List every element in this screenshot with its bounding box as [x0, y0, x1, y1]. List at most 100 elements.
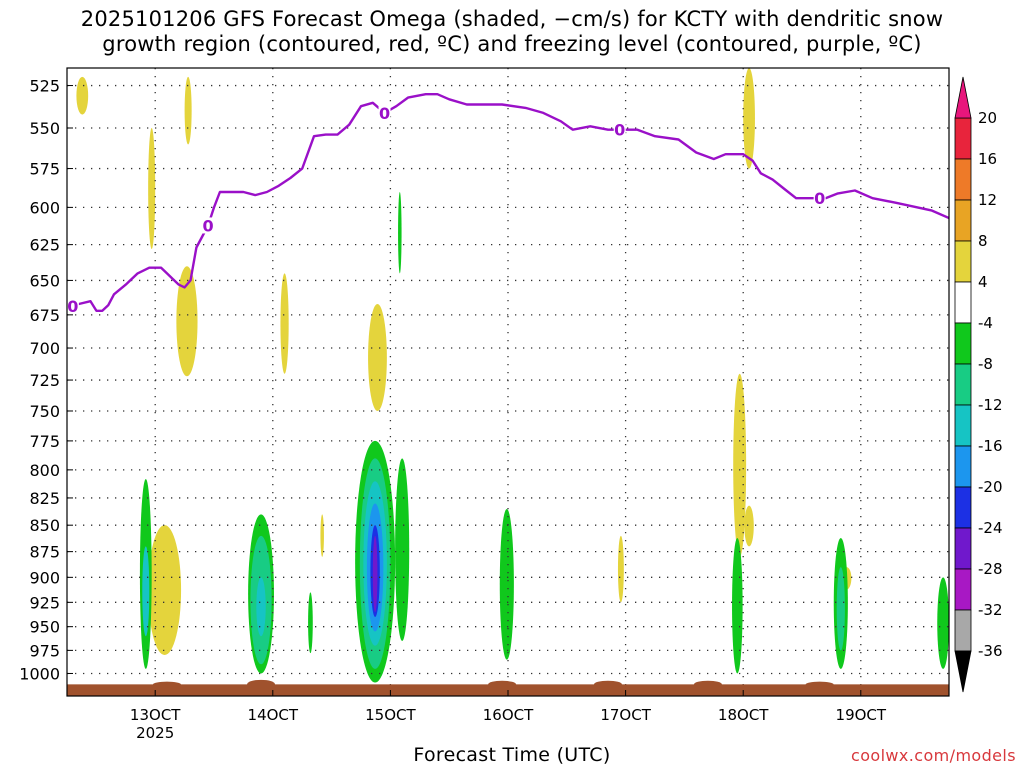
x-tick-label: 13OCT: [130, 706, 181, 724]
x-tick-label: 15OCT: [365, 706, 416, 724]
colorbar-level-label: -36: [978, 642, 1003, 660]
terrain-bump-2: [488, 680, 517, 688]
y-tick-label: 600: [29, 198, 60, 217]
colorbar-bin: [954, 527, 972, 570]
omega-region-23: [372, 535, 378, 613]
colorbar-bin: [954, 117, 972, 160]
colorbar-bin: [954, 199, 972, 242]
y-tick-label: 575: [29, 160, 60, 179]
y-tick-label: 950: [29, 618, 60, 637]
freezing-level-label: 0: [614, 121, 625, 140]
colorbar-top-arrow: [954, 76, 972, 119]
omega-region-25: [398, 192, 402, 274]
colorbar-bin: [954, 609, 972, 652]
freezing-level-label: 0: [379, 104, 390, 123]
y-tick-label: 925: [29, 593, 60, 612]
y-tick-label: 850: [29, 516, 60, 535]
x-tick-label: 18OCT: [718, 706, 769, 724]
omega-shading-layer: [76, 68, 949, 683]
freezing-level-label: 0: [203, 216, 214, 235]
chart-title-line2: growth region (contoured, red, ºC) and f…: [102, 32, 922, 56]
freezing-label-bg-4: [813, 190, 826, 207]
omega-region-0: [76, 76, 89, 115]
y-tick-label: 750: [29, 402, 60, 421]
y-tick-label: 550: [29, 119, 60, 138]
credit-link[interactable]: coolwx.com/models: [851, 746, 1016, 765]
omega-region-10: [617, 535, 624, 603]
omega-region-5: [368, 303, 387, 411]
freezing-label-bg-2: [378, 104, 391, 121]
colorbar-bin: [954, 240, 972, 283]
freezing-label-bg-3: [613, 121, 626, 138]
colorbar-bin: [954, 158, 972, 201]
omega-region-11: [320, 514, 324, 557]
colorbar-level-label: -12: [978, 396, 1003, 414]
omega-region-8: [743, 68, 755, 169]
y-tick-label: 900: [29, 568, 60, 587]
omega-region-7: [733, 373, 747, 557]
y-tick-label: 525: [29, 77, 60, 96]
colorbar-level-label: 4: [978, 273, 988, 291]
x-tick-label: 16OCT: [483, 706, 534, 724]
x-tick-label: 19OCT: [836, 706, 887, 724]
y-tick-label: 975: [29, 641, 60, 660]
colorbar-level-label: -32: [978, 601, 1003, 619]
colorbar-level-label: -20: [978, 478, 1003, 496]
colorbar-bin: [954, 322, 972, 365]
omega-region-9: [744, 505, 754, 547]
omega-region-2: [148, 127, 156, 249]
freezing-level-layer: 0 0 0 0 0: [67, 92, 949, 316]
colorbar: 20 16 12 8 4 -4 -8 -12 -16 -20 -24 -28 -32 -36: [954, 76, 1003, 693]
y-tick-label: 800: [29, 461, 60, 480]
colorbar-level-label: 8: [978, 232, 988, 250]
y-axis: 525 550 575 600 625 650 675 700 725 750 775 800 825 8…: [19, 77, 73, 683]
colorbar-level-label: 16: [978, 150, 997, 168]
y-tick-label: 675: [29, 306, 60, 325]
y-tick-label: 725: [29, 371, 60, 390]
colorbar-level-label: -8: [978, 355, 993, 373]
y-tick-label: 700: [29, 339, 60, 358]
x-tick-label: 14OCT: [248, 706, 299, 724]
omega-region-4: [280, 273, 289, 374]
omega-region-14: [142, 546, 150, 637]
omega-region-3: [176, 266, 198, 377]
colorbar-bin: [954, 445, 972, 488]
colorbar-bottom-arrow: [954, 650, 972, 693]
y-tick-label: 650: [29, 271, 60, 290]
terrain-bump-4: [693, 680, 722, 688]
y-tick-label: 1000: [19, 664, 60, 683]
y-tick-label: 825: [29, 489, 60, 508]
freezing-level-label: 0: [814, 189, 825, 208]
chart-title-line1: 2025101206 GFS Forecast Omega (shaded, −…: [80, 7, 944, 31]
freezing-label-bg-0: [67, 298, 79, 315]
colorbar-level-label: -4: [978, 314, 993, 332]
omega-region-24: [395, 458, 410, 641]
omega-region-28: [732, 537, 743, 674]
x-axis-title: Forecast Time (UTC): [413, 744, 611, 766]
colorbar-bin: [954, 281, 972, 324]
omega-region-1: [184, 76, 192, 145]
x-year-label: 2025: [136, 724, 174, 742]
omega-region-27: [308, 592, 313, 654]
colorbar-bin: [954, 404, 972, 447]
y-tick-label: 625: [29, 236, 60, 255]
freezing-level-label: 0: [67, 297, 78, 316]
x-axis: 13OCT 14OCT 15OCT 16OCT 17OCT 18OCT 19OCT 2025: [130, 690, 887, 742]
freezing-label-bg-1: [202, 217, 215, 234]
colorbar-level-label: 20: [978, 109, 997, 127]
colorbar-level-label: -16: [978, 437, 1003, 455]
terrain-bump-3: [593, 680, 622, 688]
omega-region-17: [256, 577, 266, 637]
omega-region-30: [836, 567, 845, 651]
terrain-bump-5: [805, 681, 834, 688]
omega-region-26: [499, 508, 514, 660]
colorbar-level-label: 12: [978, 191, 997, 209]
terrain-bump-1: [247, 679, 276, 689]
y-tick-label: 875: [29, 543, 60, 562]
omega-region-31: [937, 577, 949, 669]
colorbar-bin: [954, 363, 972, 406]
colorbar-bin: [954, 568, 972, 611]
colorbar-bin: [954, 486, 972, 529]
x-tick-label: 17OCT: [600, 706, 651, 724]
